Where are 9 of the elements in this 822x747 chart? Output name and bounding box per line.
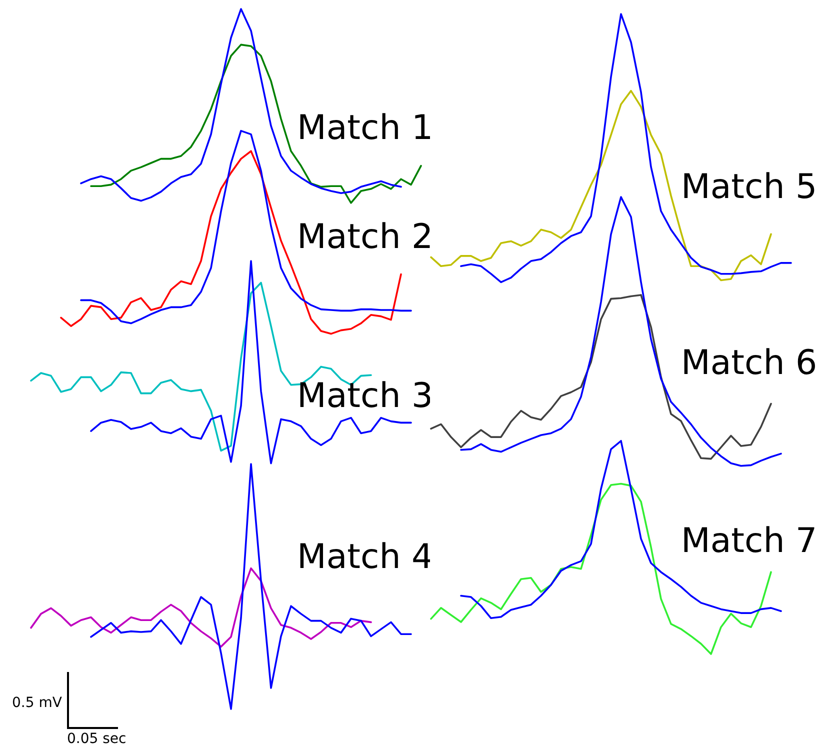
annotation: Match 6 [681,343,818,383]
annotation: Match 7 [681,521,818,561]
annotation: Match 3 [297,376,434,416]
annotation: Match 1 [297,108,434,148]
text: 0.05 sec [67,731,126,747]
annotation: Match 4 [297,537,434,577]
annotation: 0.5 mV [12,695,62,711]
annotation: Match 2 [297,217,434,257]
annotation: Match 5 [681,167,818,207]
